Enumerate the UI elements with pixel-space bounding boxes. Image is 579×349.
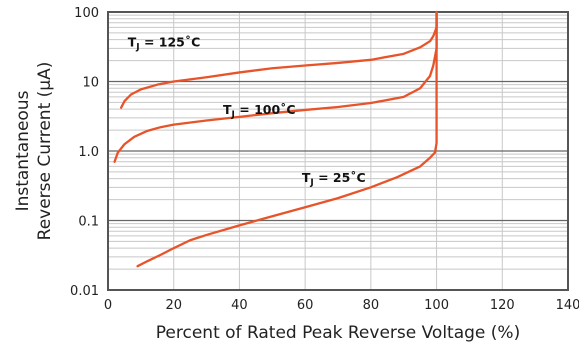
x-tick-label: 120 (490, 298, 515, 313)
plot-frame (107, 11, 569, 291)
x-tick-label: 60 (297, 298, 314, 313)
x-tick-label: 80 (363, 298, 380, 313)
series-line-3 (136, 10, 438, 268)
x-tick-label: 140 (556, 298, 579, 313)
x-axis-title: Percent of Rated Peak Reverse Voltage (%… (156, 323, 520, 343)
y-tick-label: 100 (74, 6, 99, 21)
series-labels: TJ = 125˚C TJ = 100˚C TJ = 25˚C (128, 34, 366, 187)
x-tick-label: 40 (231, 298, 248, 313)
series-label-1: TJ = 125˚C (128, 34, 201, 52)
y-tick-label: 0.1 (78, 215, 99, 230)
y-axis-title: Instantaneous Reverse Current (µA) (13, 62, 55, 241)
series-lines (113, 10, 438, 268)
y-tick-label: 0.01 (70, 284, 99, 299)
y-tick-label: 1.0 (78, 145, 99, 160)
y-axis-title-line-2: Reverse Current (µA) (35, 62, 55, 241)
tick-labels: 0 20 40 60 80 100 120 140 0.01 0.1 1.0 10 100 (70, 6, 579, 313)
series-line-1 (119, 10, 438, 109)
grid (108, 12, 568, 290)
series-line-2 (113, 10, 438, 163)
x-tick-label: 0 (104, 298, 112, 313)
x-tick-label: 100 (424, 298, 449, 313)
x-tick-label: 20 (165, 298, 182, 313)
y-tick-label: 10 (82, 76, 99, 91)
series-label-2: TJ = 100˚C (223, 102, 296, 120)
series-label-3: TJ = 25˚C (302, 170, 366, 188)
y-axis-title-line-1: Instantaneous (13, 90, 33, 211)
